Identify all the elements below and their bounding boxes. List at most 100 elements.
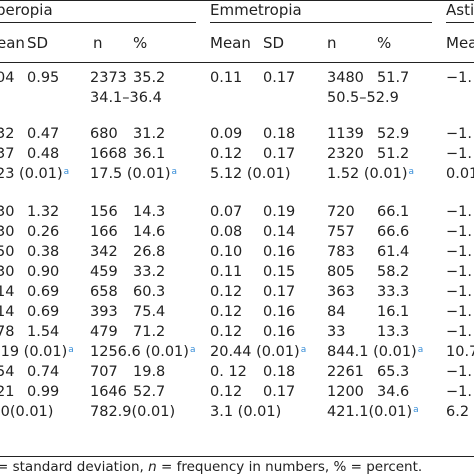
cell-value: 0.11 [210, 70, 243, 86]
cell-value: 75.4 [133, 304, 166, 320]
cell-value: 0.17 [263, 70, 296, 86]
cell-hyper-sd: 0.26 [27, 224, 59, 240]
col-header-hyper-mean: ean [0, 34, 25, 52]
cell-value: −1. [446, 224, 472, 240]
cell-value: 32 [0, 126, 15, 142]
cell-value: 33 [327, 324, 346, 340]
cell-emm-n: 363 [327, 284, 355, 300]
cell-value: 680 [90, 126, 118, 142]
cell-value: −1. [446, 384, 472, 400]
cell-value: 0.18 [263, 126, 296, 142]
significance-superscript: a [300, 345, 307, 355]
cell-value: 71.2 [133, 324, 166, 340]
cell-ast-mean: −1. [446, 244, 472, 260]
cell-hyper-n: 782.9(0.01) [90, 404, 175, 420]
cell-emm-pct: 52.9 [377, 126, 409, 142]
cell-value: 2320 [327, 146, 364, 162]
cell-emm-mean: 5.12 (0.01) [210, 166, 291, 182]
cell-emm-sd: 0.17 [263, 284, 295, 300]
group-underline-hyperopia [0, 22, 196, 23]
header-rule [0, 62, 474, 63]
cell-value: 0.12 [210, 284, 243, 300]
cell-emm-n: 844.1 (0.01)a [327, 344, 423, 360]
cell-hyper-sd: 1.32 [27, 204, 59, 220]
cell-hyper-sd: 0.48 [27, 146, 59, 162]
cell-emm-pct: 66.1 [377, 204, 409, 220]
cell-hyper-n: 342 [90, 244, 118, 260]
cell-hyper-n: 1646 [90, 384, 127, 400]
cell-value: 1200 [327, 384, 364, 400]
cell-value: −1. [446, 204, 472, 220]
cell-ast-mean: −1. [446, 324, 472, 340]
significance-superscript: a [408, 167, 415, 177]
cell-value: 342 [90, 244, 118, 260]
cell-value: 0.95 [27, 70, 60, 86]
cell-emm-n: 805 [327, 264, 355, 280]
cell-value: 26.8 [133, 244, 166, 260]
cell-hyper-mean: 54 [0, 364, 14, 380]
cell-value: 0.38 [27, 244, 60, 260]
cell-value: 0.19 [263, 204, 296, 220]
cell-value: 0.17 [263, 146, 296, 162]
cell-hyper-n: 17.5 (0.01)a [90, 166, 177, 182]
cell-value: 0.69 [27, 284, 60, 300]
cell-emm-mean: 0.10 [210, 244, 242, 260]
cell-value: 33.3 [377, 284, 410, 300]
cell-value: 707 [90, 364, 118, 380]
cell-emm-pct: 65.3 [377, 364, 409, 380]
cell-value: 421.1(0.01) [327, 404, 413, 420]
cell-hyper-pct: 14.3 [133, 204, 165, 220]
cell-emm-mean: 0.09 [210, 126, 242, 142]
cell-value: 0.09 [210, 126, 243, 142]
cell-value: 30 [0, 224, 15, 240]
cell-value: 51.7 [377, 70, 410, 86]
col-header-hyper-sd: SD [27, 34, 49, 52]
cell-hyper-mean: 04 [0, 70, 14, 86]
group-header-hyperopia: peropia [0, 1, 53, 19]
cell-value: 0.16 [263, 324, 296, 340]
cell-emm-sd: 0.17 [263, 70, 295, 86]
cell-emm-pct: 51.7 [377, 70, 409, 86]
cell-emm-sd: 0.19 [263, 204, 295, 220]
cell-value: 14.3 [133, 204, 166, 220]
cell-value: 0.90 [27, 264, 60, 280]
cell-value: 0.18 [263, 364, 296, 380]
cell-ast-mean: −1. [446, 384, 472, 400]
cell-value: 1139 [327, 126, 364, 142]
cell-hyper-pct: 19.8 [133, 364, 165, 380]
cell-value: 14 [0, 284, 15, 300]
cell-hyper-pct: 31.2 [133, 126, 165, 142]
cell-ast-mean: −1. [446, 126, 472, 142]
cell-hyper-pct: 52.7 [133, 384, 165, 400]
cell-hyper-n: 459 [90, 264, 118, 280]
cell-hyper-n: 479 [90, 324, 118, 340]
cell-value: 1256.6 (0.01) [90, 344, 189, 360]
cell-value: −1. [446, 324, 472, 340]
cell-hyper-mean: .19 (0.01)a [0, 344, 74, 360]
cell-value: 34.6 [377, 384, 410, 400]
footnote-rest: = frequency in numbers, % = percent. [156, 459, 423, 475]
cell-value: 3480 [327, 70, 364, 86]
group-header-astigmatism: Asti [446, 1, 474, 19]
cell-value: 78 [0, 324, 15, 340]
cell-emm-mean: 3.1 (0.01) [210, 404, 281, 420]
cell-hyper-mean: 14 [0, 304, 14, 320]
cell-emm-sd: 0.17 [263, 146, 295, 162]
group-header-emmetropia: Emmetropia [210, 1, 302, 19]
cell-value: 52.7 [133, 384, 166, 400]
col-header-emm-n: n [327, 34, 337, 52]
cell-value: 30 [0, 264, 15, 280]
col-header-hyper-n: n [93, 34, 103, 52]
cell-emm-mean: 20.44 (0.01)a [210, 344, 306, 360]
cell-value: 1.32 [27, 204, 60, 220]
cell-value: 757 [327, 224, 355, 240]
significance-superscript: a [63, 167, 70, 177]
cell-value: 0.10 [210, 244, 243, 260]
cell-value: 0.15 [263, 264, 296, 280]
cell-emm-sd: 0.17 [263, 384, 295, 400]
cell-emm-mean: 0.07 [210, 204, 242, 220]
cell-hyper-n: 658 [90, 284, 118, 300]
cell-emm-pct: 66.6 [377, 224, 409, 240]
cell-value: 0.16 [263, 304, 296, 320]
cell-emm-mean: 0.11 [210, 70, 242, 86]
